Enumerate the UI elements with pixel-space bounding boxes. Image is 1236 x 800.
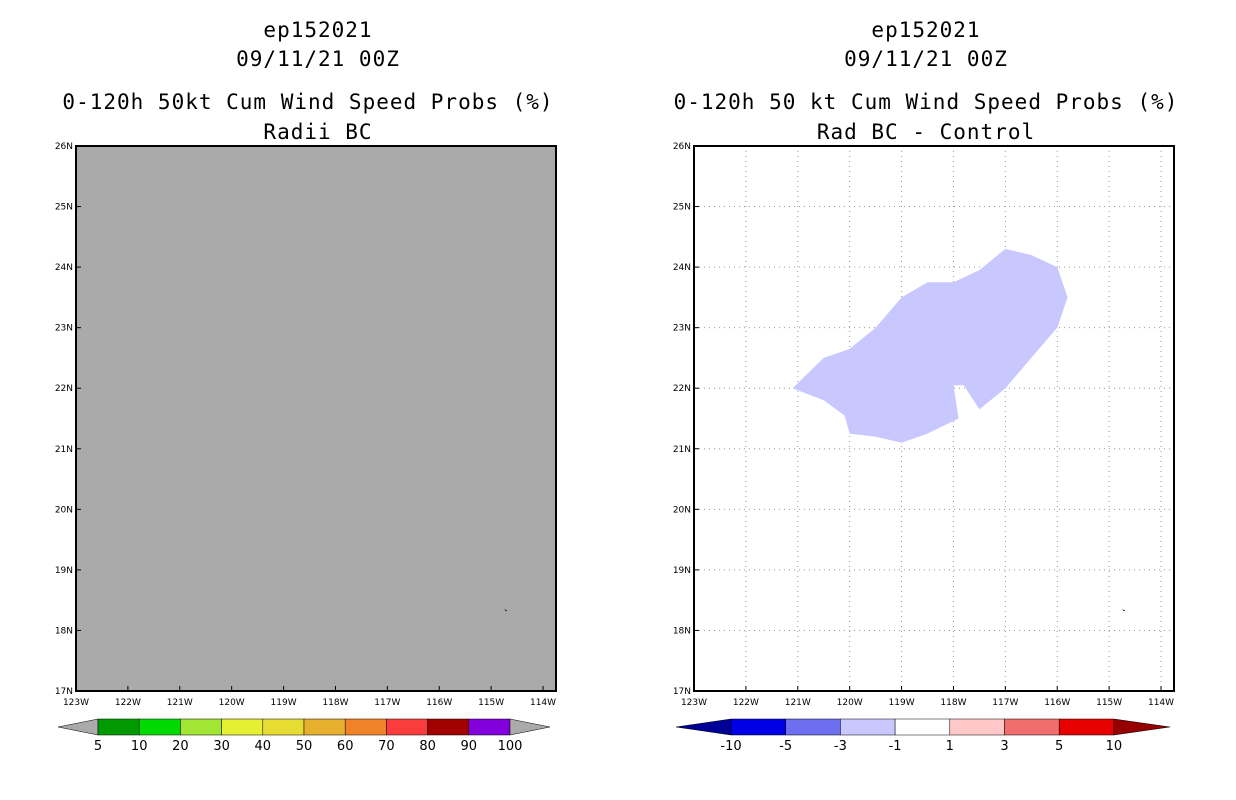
right-colorbar-label: 1	[946, 739, 954, 754]
right-colorbar-swatch	[894, 718, 951, 736]
right-storm-id: ep152021	[871, 18, 981, 42]
left-colorbar: 5 10 20 30 40 50 60 70 80 90 100	[57, 718, 551, 754]
left-colorbar-label: 50	[296, 739, 313, 754]
right-colorbar-swatch	[1058, 718, 1115, 736]
right-lat-label: 26N	[673, 142, 691, 152]
right-colorbar-label: -3	[834, 739, 847, 754]
left-colorbar-label: 20	[172, 739, 189, 754]
right-lon-label: 123W	[681, 698, 707, 708]
right-colorbar-label: -1	[889, 739, 902, 754]
right-lat-label: 22N	[673, 384, 691, 394]
left-subtitle: Radii BC	[263, 120, 373, 144]
right-colorbar-label: -10	[720, 739, 741, 754]
right-lon-label: 119W	[889, 698, 915, 708]
right-island-mark	[1122, 609, 1126, 612]
left-colorbar-swatch	[180, 718, 222, 736]
left-lon-label: 119W	[271, 698, 297, 708]
left-storm-id: ep152021	[263, 18, 373, 42]
left-colorbar-label: 5	[94, 739, 102, 754]
right-colorbar-end-triangle	[1113, 718, 1170, 736]
left-colorbar-start-triangle	[57, 718, 99, 736]
left-map-background	[76, 146, 556, 691]
left-colorbar-swatch	[344, 718, 387, 736]
left-lat-label: 18N	[55, 626, 73, 636]
right-lon-label: 120W	[837, 698, 863, 708]
left-lon-label: 122W	[115, 698, 141, 708]
left-lat-label: 20N	[55, 505, 73, 515]
left-colorbar-label: 80	[419, 739, 436, 754]
left-product-title: 0-120h 50kt Cum Wind Speed Probs (%)	[62, 90, 554, 114]
right-datetime: 09/11/21 00Z	[844, 47, 1008, 71]
right-colorbar-label: -5	[779, 739, 792, 754]
right-colorbar-start-triangle	[675, 718, 732, 736]
right-map-frame	[693, 145, 1175, 692]
left-colorbar-label: 30	[213, 739, 230, 754]
right-lat-label: 19N	[673, 566, 691, 576]
right-lon-label: 115W	[1096, 698, 1122, 708]
right-probability-difference-area	[792, 248, 1068, 443]
left-colorbar-swatch	[221, 718, 264, 736]
left-colorbar-label: 60	[337, 739, 354, 754]
right-lon-label: 117W	[992, 698, 1018, 708]
left-lon-label: 123W	[63, 698, 89, 708]
right-lon-label: 114W	[1148, 698, 1174, 708]
right-product-title: 0-120h 50 kt Cum Wind Speed Probs (%)	[673, 90, 1179, 114]
left-colorbar-swatch	[138, 718, 181, 736]
right-lon-label: 118W	[940, 698, 966, 708]
left-map-panel: 123W 122W 121W 120W 119W 118W 117W 116W 115W 114W…	[55, 142, 557, 708]
left-map-frame	[75, 145, 557, 692]
right-subtitle: Rad BC - Control	[816, 120, 1036, 144]
left-lon-label: 120W	[219, 698, 245, 708]
right-colorbar-label: 5	[1055, 739, 1063, 754]
right-colorbar: -10 -5 -3 -1 1 3 5 10	[675, 718, 1170, 754]
left-lat-label: 21N	[55, 445, 73, 455]
right-lat-label: 25N	[673, 203, 691, 213]
right-lon-label: 121W	[785, 698, 811, 708]
left-lat-label: 24N	[55, 263, 73, 273]
left-colorbar-swatch	[386, 718, 428, 736]
left-lon-label: 115W	[478, 698, 504, 708]
right-lon-label: 122W	[733, 698, 759, 708]
left-lat-label: 23N	[55, 324, 73, 334]
left-lon-label: 116W	[426, 698, 452, 708]
left-island-mark	[504, 609, 508, 612]
right-colorbar-swatch	[1004, 718, 1060, 736]
right-colorbar-swatch	[840, 718, 896, 736]
left-colorbar-label: 100	[498, 739, 523, 754]
right-lat-label: 20N	[673, 505, 691, 515]
right-lat-label: 18N	[673, 626, 691, 636]
left-colorbar-label: 70	[378, 739, 395, 754]
left-colorbar-label: 90	[461, 739, 478, 754]
left-lon-label: 118W	[322, 698, 348, 708]
left-lat-label: 22N	[55, 384, 73, 394]
left-colorbar-label: 40	[255, 739, 272, 754]
right-lat-label: 24N	[673, 263, 691, 273]
left-lon-label: 114W	[530, 698, 556, 708]
left-colorbar-swatch	[468, 718, 511, 736]
left-colorbar-swatch	[427, 718, 470, 736]
right-lat-label: 23N	[673, 324, 691, 334]
right-map-panel: 123W 122W 121W 120W 119W 118W 117W 116W 115W 114W…	[673, 142, 1175, 708]
right-colorbar-swatch	[730, 718, 786, 736]
left-colorbar-swatch	[303, 718, 346, 736]
right-lat-label: 21N	[673, 445, 691, 455]
left-lat-label: 26N	[55, 142, 73, 152]
right-lat-label: 17N	[673, 687, 691, 697]
left-lon-label: 121W	[167, 698, 193, 708]
left-lat-label: 17N	[55, 687, 73, 697]
right-lon-label: 116W	[1044, 698, 1070, 708]
left-colorbar-end-triangle	[509, 718, 551, 736]
left-colorbar-swatch	[262, 718, 305, 736]
left-lat-label: 25N	[55, 203, 73, 213]
left-lat-label: 19N	[55, 566, 73, 576]
right-colorbar-label: 3	[1000, 739, 1008, 754]
left-lon-label: 117W	[374, 698, 400, 708]
right-colorbar-swatch	[785, 718, 841, 736]
left-colorbar-label: 10	[131, 739, 148, 754]
left-datetime: 09/11/21 00Z	[236, 47, 400, 71]
left-colorbar-swatch	[97, 718, 140, 736]
right-colorbar-swatch	[949, 718, 1005, 736]
right-colorbar-label: 10	[1106, 739, 1123, 754]
